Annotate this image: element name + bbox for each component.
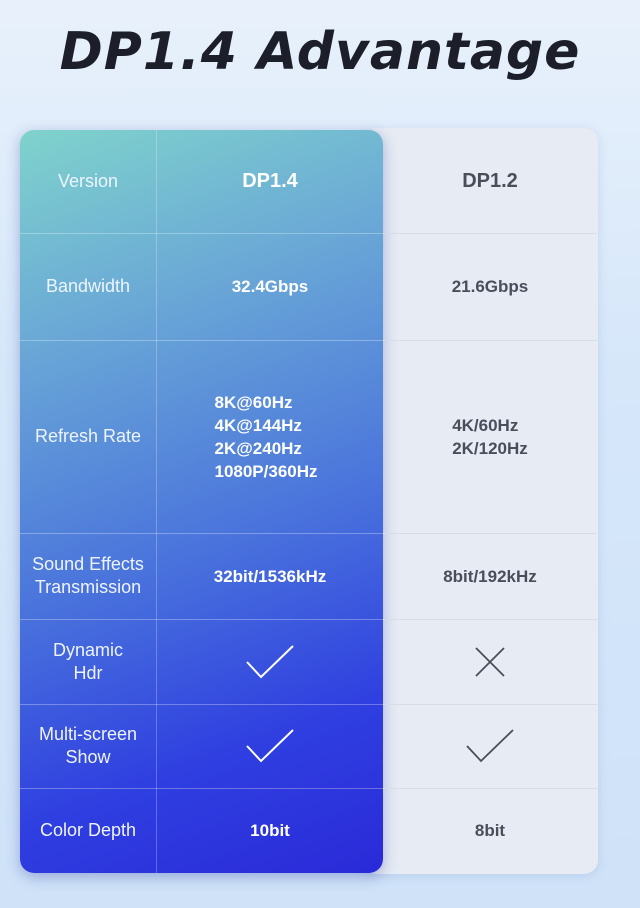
row-color-depth: Color Depth 10bit 8bit <box>20 788 597 873</box>
dp14-value: DP1.4 <box>242 170 298 192</box>
dp12-value: 8bit/192kHz <box>443 566 537 586</box>
row-label: Color Depth <box>20 788 157 873</box>
row-label: Dynamic <box>52 639 123 660</box>
page-title: DP1.4 Advantage <box>59 22 581 82</box>
dp12-value: 4K/60Hz <box>452 415 519 435</box>
row-label: Show <box>65 747 111 767</box>
divider <box>20 788 383 789</box>
check-icon <box>246 729 294 763</box>
cross-icon <box>475 646 505 677</box>
dp14-value: 8K@60Hz <box>214 392 293 412</box>
divider <box>20 533 383 534</box>
row-sound: Sound Effects Transmission 32bit/1536kHz… <box>20 533 597 619</box>
divider <box>20 340 383 341</box>
dp12-value: 8bit <box>474 821 506 840</box>
dp12-panel <box>362 128 598 874</box>
check-icon <box>466 729 514 763</box>
row-label: Multi-screen <box>38 724 138 744</box>
row-refresh-rate: Refresh Rate 8K@60Hz 4K@144Hz 2K@240Hz 1… <box>20 340 597 533</box>
dp14-value: 10bit <box>250 821 290 840</box>
row-label: Version <box>20 130 157 233</box>
divider <box>383 788 597 789</box>
divider <box>383 533 597 534</box>
dp14-value: 1080P/360Hz <box>214 461 318 481</box>
check-icon <box>246 644 294 678</box>
dp12-value: 2K/120Hz <box>452 438 528 458</box>
row-multiscreen: Multi-screen Show <box>20 704 597 788</box>
row-label: Hdr <box>73 662 103 683</box>
dp14-value: 32.4Gbps <box>231 277 309 296</box>
dp12-value: DP1.2 <box>462 170 518 192</box>
divider <box>383 704 597 705</box>
dp12-value: 21.6Gbps <box>451 277 529 296</box>
divider <box>383 233 597 234</box>
dp14-value: 2K@240Hz <box>214 438 302 458</box>
divider <box>20 619 383 620</box>
divider <box>20 233 383 234</box>
row-version: Version DP1.4 DP1.2 <box>20 130 597 233</box>
dp14-value: 4K@144Hz <box>214 415 302 435</box>
dp14-value: 32bit/1536kHz <box>213 566 327 586</box>
row-bandwidth: Bandwidth 32.4Gbps 21.6Gbps <box>20 233 597 340</box>
row-label: Refresh Rate <box>20 340 157 533</box>
row-label: Sound Effects <box>32 554 144 574</box>
row-hdr: Dynamic Hdr <box>20 619 597 704</box>
divider <box>383 619 597 620</box>
row-label: Transmission <box>34 577 142 597</box>
row-label: Bandwidth <box>20 233 157 340</box>
divider <box>383 340 597 341</box>
divider <box>20 704 383 705</box>
dp14-panel <box>20 130 383 873</box>
